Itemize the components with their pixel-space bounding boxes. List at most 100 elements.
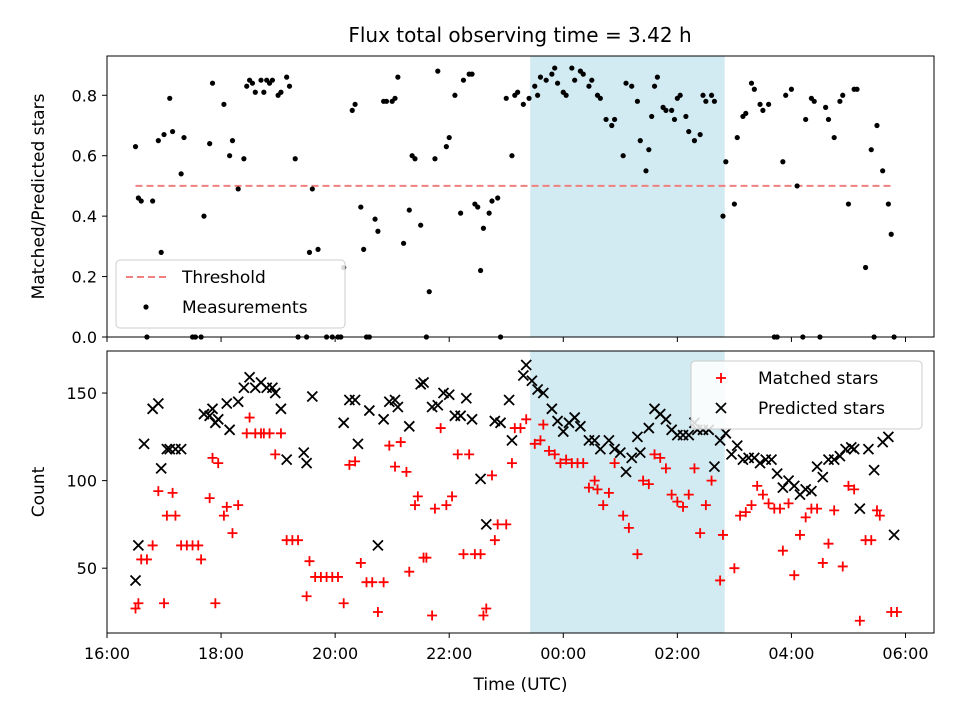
predicted-star-point	[634, 446, 646, 459]
measurement-point	[634, 98, 641, 104]
matched-star-point	[270, 449, 281, 460]
matched-star-point	[141, 554, 152, 565]
measurement-point	[623, 80, 629, 86]
measurement-point	[649, 113, 655, 120]
measurement-point	[349, 107, 355, 113]
predicted-star-point	[660, 413, 672, 425]
y-tick-label: 0.8	[72, 86, 97, 105]
predicted-star-point	[594, 443, 606, 455]
measurement-point	[278, 89, 284, 95]
matched-star-point	[218, 510, 229, 521]
legend-measurements-swatch	[143, 304, 149, 310]
measurement-point	[697, 131, 703, 138]
measurement-point	[620, 153, 626, 159]
matched-star-point	[264, 428, 275, 439]
measurement-point	[526, 95, 532, 101]
predicted-star-point	[372, 539, 384, 552]
predicted-star-point	[888, 529, 900, 541]
measurement-point	[677, 92, 683, 98]
matched-star-point	[632, 549, 643, 560]
matched-star-point	[275, 428, 286, 439]
matched-star-point	[372, 606, 383, 617]
measurement-point	[552, 65, 558, 71]
measurement-point	[840, 92, 846, 98]
matched-star-point	[492, 519, 503, 530]
measurement-point	[669, 107, 675, 113]
measurement-point	[309, 186, 315, 192]
measurement-point	[703, 98, 709, 104]
matched-star-point	[783, 498, 794, 509]
measurement-point	[375, 228, 381, 234]
predicted-star-point	[805, 485, 818, 497]
predicted-star-point	[232, 396, 244, 408]
matched-star-point	[800, 512, 811, 523]
predicted-star-point	[306, 390, 318, 403]
measurement-point	[823, 104, 829, 110]
measurement-point	[392, 95, 398, 101]
matched-star-point	[544, 445, 555, 456]
legend-predicted-label: Predicted stars	[758, 399, 885, 419]
measurement-point	[780, 159, 786, 165]
matched-star-point	[167, 487, 178, 498]
measurement-point	[868, 147, 874, 153]
measurement-point	[443, 144, 449, 150]
measurement-point	[811, 98, 817, 104]
x-tick-label: 22:00	[426, 644, 472, 663]
matched-star-point	[583, 482, 594, 493]
measurement-point	[352, 101, 358, 107]
matched-star-point	[823, 538, 834, 549]
measurement-point	[734, 134, 740, 141]
measurement-point	[178, 171, 184, 177]
matched-star-point	[350, 456, 361, 467]
measurement-point	[515, 89, 521, 95]
matched-star-point	[506, 458, 517, 469]
predicted-star-point	[298, 446, 310, 459]
predicted-star-point	[531, 383, 544, 396]
matched-star-point	[529, 438, 540, 449]
predicted-star-point	[206, 403, 219, 415]
measurement-point	[691, 138, 698, 144]
predicted-star-point	[129, 574, 142, 587]
measurement-point	[766, 101, 772, 107]
measurement-point	[155, 138, 161, 144]
matched-star-point	[843, 480, 854, 491]
measurement-point	[229, 138, 236, 144]
matched-star-point	[409, 500, 420, 511]
measurement-point	[435, 68, 441, 74]
chart-title: Flux total observing time = 3.42 h	[348, 23, 691, 47]
legend-box	[115, 259, 346, 329]
measurement-point	[227, 153, 233, 159]
bottom-panel: 16:00 18:00 20:00 22:00 00:00 02:00 04:00 06:00…	[29, 350, 935, 695]
measurement-point	[637, 138, 643, 144]
matched-star-point	[233, 500, 244, 511]
measurement-point	[477, 267, 484, 274]
predicted-star-point	[589, 434, 601, 446]
matched-star-point	[623, 522, 634, 533]
measurement-point	[654, 74, 660, 80]
legend-matched-swatch	[716, 373, 726, 383]
matched-star-point	[789, 570, 800, 581]
measurement-point	[803, 116, 809, 123]
measurement-point	[460, 77, 467, 83]
measurement-point	[663, 107, 669, 113]
predicted-star-point	[275, 403, 287, 415]
matched-star-point	[515, 423, 526, 434]
predicted-star-point	[765, 453, 778, 466]
predicted-star-point	[175, 443, 187, 455]
measurement-point	[532, 83, 538, 89]
predicted-star-point	[392, 401, 404, 413]
x-tick-label: 20:00	[312, 644, 358, 663]
measurement-point	[469, 71, 475, 77]
predicted-star-point	[788, 480, 800, 492]
matched-star-point	[501, 519, 512, 530]
matched-star-point	[355, 557, 366, 568]
matched-star-point	[395, 437, 406, 448]
matched-star-point	[609, 458, 620, 469]
y-tick-label: 150	[66, 384, 97, 403]
matched-star-point	[763, 498, 774, 509]
predicted-star-point	[494, 417, 507, 429]
predicted-star-point	[569, 411, 581, 424]
matched-star-point	[435, 423, 446, 434]
matched-star-point	[378, 577, 389, 588]
predicted-star-point	[161, 443, 173, 455]
